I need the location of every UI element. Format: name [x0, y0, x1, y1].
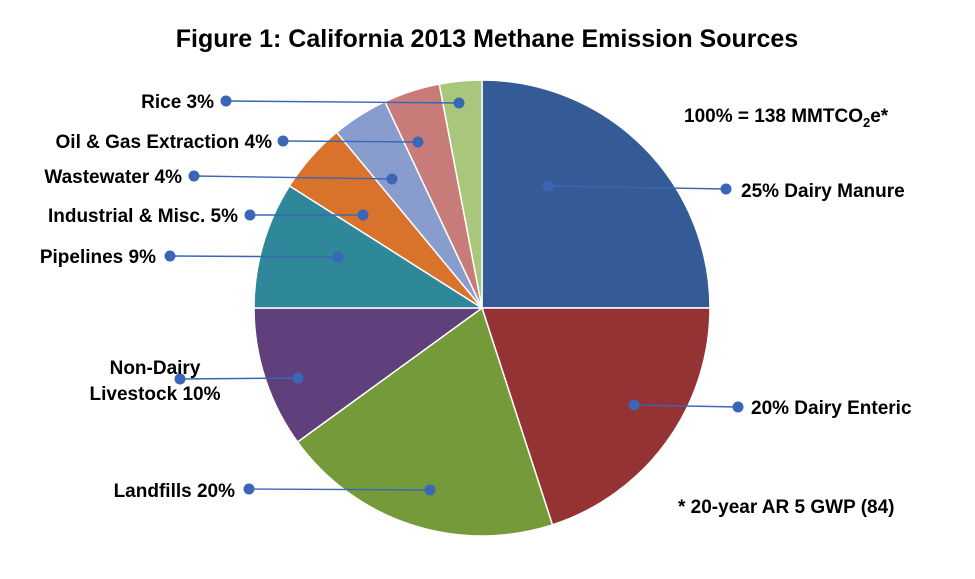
slice-label-line: Livestock 10% [90, 384, 221, 405]
leader-line [282, 140, 419, 143]
footnote: * 20-year AR 5 GWP (84) [678, 497, 894, 518]
pie-slice-landfills [296, 306, 554, 537]
slice-label: Pipelines 9% [40, 247, 156, 268]
leader-line [248, 488, 431, 491]
leader-outer-dot [174, 373, 186, 385]
leader-line [169, 255, 339, 258]
leader-inner-dot [412, 136, 424, 148]
leader-inner-dot [332, 251, 344, 263]
slice-label: 20% Dairy Enteric [751, 398, 912, 419]
leader-inner-dot [386, 173, 398, 185]
pie-slice-pipelines [253, 184, 485, 309]
slice-label: Industrial & Misc. 5% [48, 206, 238, 227]
leader-line [179, 377, 299, 380]
leader-outer-dot [220, 95, 232, 107]
pie-slices [253, 79, 711, 537]
leader-line [633, 404, 739, 408]
total-note-subscript: 2 [863, 115, 870, 130]
total-note-main: 100% = 138 MMTCO [684, 106, 863, 127]
total-note: 100% = 138 MMTCO2e* [684, 106, 889, 130]
slice-label-line: Non-Dairy [110, 358, 201, 379]
slice-label: Oil & Gas Extraction 4% [56, 132, 273, 153]
slice-label: Landfills 20% [114, 481, 236, 502]
leader-outer-dot [243, 483, 255, 495]
slice-labels: 25% Dairy Manure 20% Dairy Enteric Landfil… [40, 92, 912, 502]
leader-inner-dot [628, 399, 640, 411]
total-note-suffix: e* [870, 106, 889, 127]
pie-slice-dairy-manure [481, 79, 711, 309]
chart-title: Figure 1: California 2013 Methane Emissi… [176, 25, 798, 53]
slice-label: Rice 3% [141, 92, 214, 113]
leader-inner-dot [357, 209, 369, 221]
slice-label: 25% Dairy Manure [741, 181, 905, 202]
leader-outer-dot [277, 135, 289, 147]
leader-inner-dot [292, 372, 304, 384]
pie-slice-dairy-enteric [480, 307, 711, 526]
leader-inner-dot [542, 180, 554, 192]
leader-line [193, 175, 393, 180]
leader-outer-dot [188, 170, 200, 182]
leader-outer-dot [732, 401, 744, 413]
slice-label: Wastewater 4% [44, 167, 182, 188]
leader-outer-dot [164, 250, 176, 262]
leader-line [547, 185, 727, 190]
leader-inner-dot [424, 484, 436, 496]
slice-label: Non-Dairy Livestock 10% [90, 358, 221, 405]
pie-slice-rice [438, 79, 483, 309]
leader-inner-dot [453, 97, 465, 109]
leader-line [225, 100, 460, 104]
leader-lines [164, 95, 744, 496]
leader-outer-dot [720, 183, 732, 195]
leader-outer-dot [244, 209, 256, 221]
